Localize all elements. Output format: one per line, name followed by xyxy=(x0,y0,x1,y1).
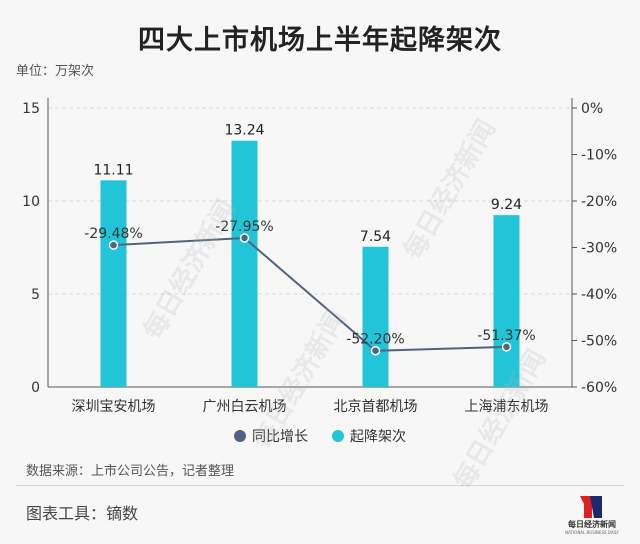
chart-area: 0 5 10 15 0% -10% -20% -30% -40% -50% -60% 深圳宝安机场 广州… xyxy=(22,98,617,445)
logo-text: 每日经济新闻 xyxy=(568,519,616,529)
bar xyxy=(362,246,389,387)
line-point xyxy=(108,240,119,250)
right-tick-label: -20% xyxy=(581,194,617,210)
legend-label-flights: 起降架次 xyxy=(350,429,406,445)
data-source: 数据来源：上市公司公告，记者整理 xyxy=(26,464,235,479)
bar-value-label: 7.54 xyxy=(360,229,391,245)
bar xyxy=(493,215,520,387)
right-tick-label: -10% xyxy=(581,148,617,164)
bar-value-label: 9.24 xyxy=(491,197,522,213)
line-value-label: -29.48% xyxy=(84,226,142,242)
legend-marker-flights xyxy=(332,430,344,442)
growth-line xyxy=(113,236,507,352)
footer-divider xyxy=(16,485,624,486)
bar xyxy=(231,140,258,387)
right-tick-label: -40% xyxy=(581,287,617,303)
chart-title: 四大上市机场上半年起降架次 xyxy=(138,25,502,56)
left-tick-label: 5 xyxy=(31,287,40,303)
left-tick-label: 10 xyxy=(22,194,40,210)
left-tick-label: 15 xyxy=(22,101,40,117)
right-tick-label: -30% xyxy=(581,241,617,257)
line-point xyxy=(239,233,250,243)
category-label: 广州白云机场 xyxy=(203,399,287,415)
bar xyxy=(100,180,127,387)
category-label: 北京首都机场 xyxy=(334,399,418,415)
bar-value-label: 11.11 xyxy=(93,162,133,178)
nbd-logo: 每日经济新闻 NATIONAL BUSINESS DAILY xyxy=(565,496,619,535)
line-value-label: -51.37% xyxy=(477,328,535,344)
category-label: 上海浦东机场 xyxy=(465,399,549,415)
chart-tool-credit: 图表工具：镝数 xyxy=(26,504,139,523)
line-value-label: -52.20% xyxy=(346,332,404,348)
legend-marker-growth xyxy=(234,430,246,442)
legend-label-growth: 同比增长 xyxy=(252,429,308,445)
logo-subtext: NATIONAL BUSINESS DAILY xyxy=(565,530,619,535)
line-point xyxy=(501,342,512,352)
right-tick-label: -60% xyxy=(581,380,617,396)
left-tick-label: 0 xyxy=(31,380,40,396)
line-point xyxy=(370,345,381,356)
right-tick-label: -50% xyxy=(581,334,617,350)
right-tick-label: 0% xyxy=(581,101,603,117)
unit-label: 单位：万架次 xyxy=(16,64,95,79)
category-label: 深圳宝安机场 xyxy=(72,399,156,415)
line-value-label: -27.95% xyxy=(215,219,273,235)
bar-value-label: 13.24 xyxy=(224,123,264,139)
